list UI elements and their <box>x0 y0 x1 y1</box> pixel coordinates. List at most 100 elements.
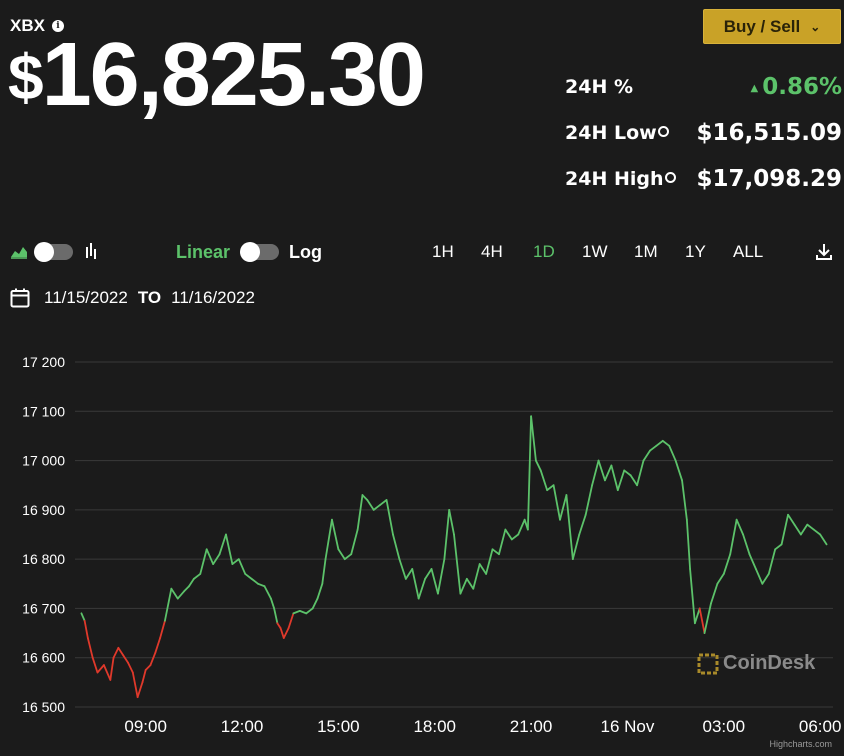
range-1h-button[interactable]: 1H <box>432 242 454 261</box>
stat-high-label: 24H High <box>565 168 664 190</box>
calendar-icon[interactable] <box>10 288 30 308</box>
info-icon[interactable]: i <box>51 20 64 32</box>
price-segment <box>170 587 179 600</box>
price-segment <box>735 518 744 536</box>
date-from[interactable]: 11/15/2022 <box>44 288 128 307</box>
x-tick-label: 12:00 <box>221 717 264 736</box>
price-segment <box>311 597 319 610</box>
price-segment <box>591 459 600 487</box>
highcharts-credit[interactable]: Highcharts.com <box>769 739 832 749</box>
price-segment <box>649 444 658 452</box>
coindesk-logo-icon <box>697 653 719 674</box>
price-segment <box>343 553 353 561</box>
price-segment <box>693 607 701 625</box>
price-segment <box>385 499 394 536</box>
price-segment <box>498 528 507 556</box>
buy-sell-button[interactable]: Buy / Sell ⌄ <box>703 9 841 44</box>
price-segment <box>716 573 725 585</box>
price-segment <box>597 459 606 482</box>
price-segment <box>774 543 783 551</box>
price-segment <box>812 528 822 536</box>
price-segment <box>131 671 139 699</box>
range-1y-button[interactable]: 1Y <box>685 242 706 261</box>
price-segment <box>287 612 295 630</box>
price-segment <box>305 607 314 615</box>
up-arrow-icon: ▲ <box>750 83 759 94</box>
price-segment <box>244 573 253 580</box>
price-segment <box>530 415 537 462</box>
info-icon[interactable] <box>664 172 676 183</box>
area-chart-icon[interactable] <box>10 243 28 259</box>
scale-linear-label[interactable]: Linear <box>176 242 231 262</box>
price-segment <box>698 607 706 634</box>
x-tick-label: 15:00 <box>317 717 360 736</box>
stat-change-value: 0.86% <box>762 74 842 100</box>
price-segment <box>316 582 324 600</box>
download-icon[interactable] <box>815 243 833 261</box>
price-segment <box>331 518 340 551</box>
info-icon[interactable] <box>657 126 669 137</box>
price-segment <box>350 528 359 556</box>
x-tick-label: 09:00 <box>124 717 167 736</box>
price-segment <box>205 548 215 565</box>
price-segment <box>199 548 208 575</box>
stat-label: 24H High <box>565 168 676 190</box>
price-segment <box>379 499 388 506</box>
chart-type-toggle[interactable] <box>34 242 73 262</box>
price-segment <box>424 568 433 580</box>
ticker-row: XBX i <box>10 16 64 36</box>
price-segment <box>398 558 407 580</box>
range-1m-button[interactable]: 1M <box>634 242 658 261</box>
price-segment <box>629 474 638 487</box>
price-segment <box>231 558 240 565</box>
scale-toggle[interactable] <box>240 242 279 262</box>
price-segment <box>127 661 134 674</box>
price-segment <box>96 664 105 674</box>
price-segment <box>103 664 112 681</box>
price-segment <box>321 558 327 585</box>
price-segment <box>411 568 420 600</box>
y-tick-label: 17 100 <box>22 403 65 419</box>
y-tick-label: 16 600 <box>22 650 65 666</box>
price-chart[interactable]: 16 500 16 600 16 700 16 800 16 900 17 000 17 1… <box>0 340 844 740</box>
range-1w-button[interactable]: 1W <box>582 242 608 261</box>
price-segment <box>225 533 234 565</box>
scale-log-label[interactable]: Log <box>289 242 322 262</box>
stat-label: 24H % <box>565 76 633 98</box>
price-segment <box>83 619 89 639</box>
price-segment <box>668 444 677 462</box>
price-segment <box>237 558 247 575</box>
candlestick-icon[interactable] <box>84 242 98 260</box>
price-segment <box>681 479 688 521</box>
price-segment <box>117 646 125 657</box>
x-tick-label: 16 Nov <box>601 717 655 736</box>
price-segment <box>510 533 520 541</box>
price-segment <box>164 587 173 622</box>
price-segment <box>141 669 147 684</box>
x-tick-label: 18:00 <box>413 717 456 736</box>
price-segment <box>337 548 346 561</box>
range-4h-button[interactable]: 4H <box>481 242 503 261</box>
toggle-knob <box>34 242 54 262</box>
range-all-button[interactable]: ALL <box>733 242 764 261</box>
y-tick-label: 16 700 <box>22 600 65 616</box>
x-tick-label: 21:00 <box>510 717 553 736</box>
price-segment <box>674 459 683 482</box>
price-segment <box>279 627 285 639</box>
price-segment <box>453 533 462 595</box>
price-segment <box>722 553 732 575</box>
x-tick-label: 06:00 <box>799 717 842 736</box>
price-line <box>80 415 828 699</box>
price-segment <box>459 577 468 595</box>
price-segment <box>417 577 426 600</box>
y-axis-labels: 16 500 16 600 16 700 16 800 16 900 17 000 17 1… <box>22 354 65 715</box>
price-segment <box>112 646 120 659</box>
date-to[interactable]: 11/16/2022 <box>171 288 255 307</box>
stat-value: $17,098.29 <box>696 166 842 192</box>
price-segment <box>298 609 308 615</box>
price-segment <box>535 459 542 472</box>
range-1d-button[interactable]: 1D <box>533 242 555 261</box>
price-segment <box>472 563 481 590</box>
price-segment <box>144 664 152 671</box>
price-segment <box>485 548 494 575</box>
